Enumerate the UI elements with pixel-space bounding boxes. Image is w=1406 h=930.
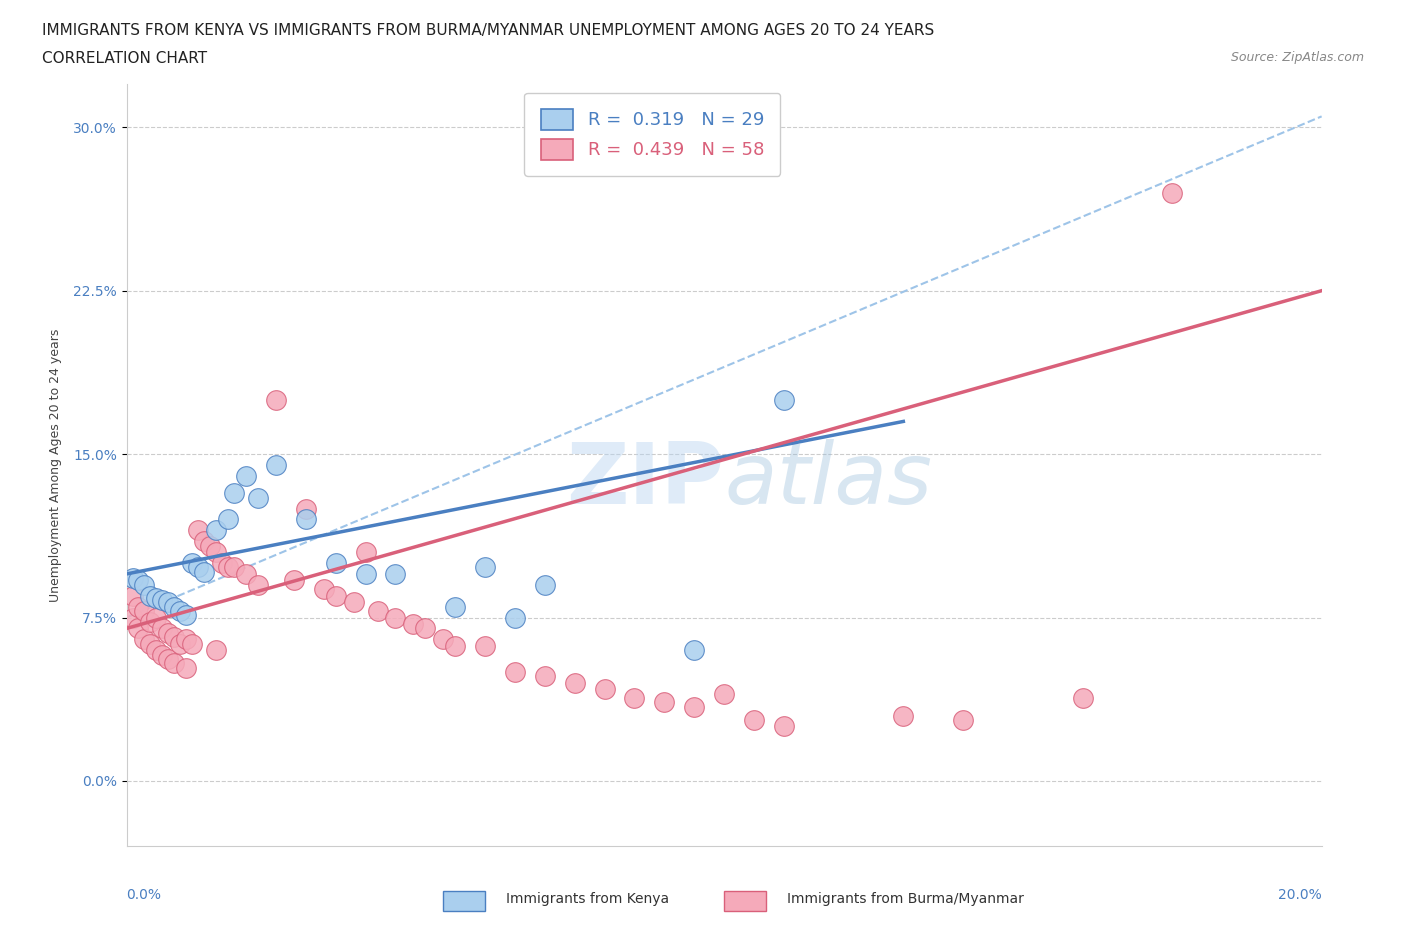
Point (169, 636, 191, 651)
Point (134, 578, 156, 592)
Point (152, 647, 174, 662)
Point (127, 599, 149, 614)
Point (163, 599, 186, 614)
Point (325, 555, 347, 570)
Point (683, 643, 706, 658)
Point (152, 592, 174, 607)
Text: IMMIGRANTS FROM KENYA VS IMMIGRANTS FROM BURMA/MYANMAR UNEMPLOYMENT AMONG AGES 2: IMMIGRANTS FROM KENYA VS IMMIGRANTS FROM… (42, 23, 935, 38)
Point (127, 573, 149, 588)
Point (157, 595, 180, 610)
Text: CORRELATION CHART: CORRELATION CHART (42, 51, 207, 66)
Point (343, 595, 366, 610)
Point (187, 560, 209, 575)
Point (193, 565, 215, 579)
Point (366, 604, 388, 618)
Point (593, 682, 616, 697)
Point (127, 621, 149, 636)
Point (139, 636, 162, 651)
Point (623, 691, 645, 706)
Point (652, 695, 675, 710)
Point (134, 604, 156, 618)
Point (683, 699, 706, 714)
Text: 0.0%: 0.0% (127, 888, 162, 902)
Point (264, 392, 287, 407)
Point (121, 589, 143, 604)
Point (163, 656, 186, 671)
Text: ZIP: ZIP (567, 439, 724, 522)
Point (402, 617, 425, 631)
Point (534, 669, 557, 684)
Point (169, 604, 191, 618)
Point (474, 560, 496, 575)
Point (713, 686, 735, 701)
Point (564, 675, 586, 690)
Point (222, 560, 246, 575)
Point (384, 610, 406, 625)
Point (952, 712, 974, 727)
Text: Immigrants from Kenya: Immigrants from Kenya (506, 892, 669, 907)
Point (1071, 691, 1094, 706)
Point (145, 643, 167, 658)
Point (205, 545, 228, 560)
Point (174, 660, 197, 675)
Point (211, 555, 233, 570)
Point (742, 712, 765, 727)
Point (503, 610, 526, 625)
Point (187, 523, 209, 538)
Point (283, 573, 305, 588)
Point (325, 589, 347, 604)
Point (174, 608, 197, 623)
Point (893, 708, 915, 723)
Point (444, 638, 467, 653)
Point (205, 643, 228, 658)
Point (174, 631, 197, 646)
Point (432, 631, 454, 646)
Point (474, 638, 496, 653)
Point (157, 625, 180, 640)
Point (247, 578, 270, 592)
Point (157, 652, 180, 667)
Point (773, 719, 796, 734)
Point (384, 566, 406, 581)
Point (503, 665, 526, 680)
Legend: R =  0.319   N = 29, R =  0.439   N = 58: R = 0.319 N = 29, R = 0.439 N = 58 (524, 93, 780, 176)
Point (354, 545, 377, 560)
Point (444, 599, 467, 614)
Point (773, 392, 796, 407)
Point (181, 555, 204, 570)
Point (145, 591, 167, 605)
Point (1161, 185, 1184, 200)
Point (121, 571, 143, 586)
Point (247, 490, 270, 505)
Text: Source: ZipAtlas.com: Source: ZipAtlas.com (1230, 51, 1364, 64)
Point (121, 610, 143, 625)
Point (200, 538, 222, 553)
Point (235, 469, 257, 484)
Point (217, 512, 239, 527)
Point (181, 636, 204, 651)
Text: atlas: atlas (724, 439, 932, 522)
Text: 20.0%: 20.0% (1278, 888, 1322, 902)
Point (312, 582, 335, 597)
Point (205, 523, 228, 538)
Y-axis label: Unemployment Among Ages 20 to 24 years: Unemployment Among Ages 20 to 24 years (49, 328, 62, 602)
Point (534, 578, 557, 592)
Point (354, 566, 377, 581)
Point (145, 610, 167, 625)
Point (193, 534, 215, 549)
Point (264, 458, 287, 472)
Point (217, 560, 239, 575)
Point (294, 512, 316, 527)
Point (134, 631, 156, 646)
Point (294, 501, 316, 516)
Point (222, 485, 246, 500)
Point (139, 615, 162, 630)
Point (139, 589, 162, 604)
Point (235, 566, 257, 581)
Point (152, 621, 174, 636)
Point (163, 630, 186, 644)
Text: Immigrants from Burma/Myanmar: Immigrants from Burma/Myanmar (787, 892, 1024, 907)
Point (415, 621, 437, 636)
